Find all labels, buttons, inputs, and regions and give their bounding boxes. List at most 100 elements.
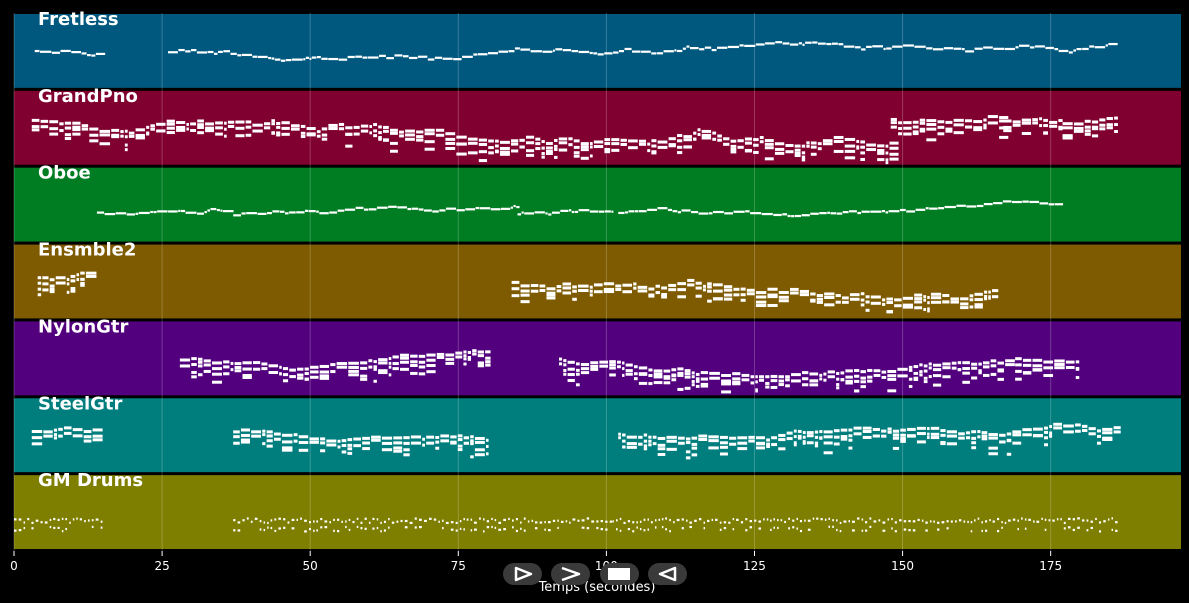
note [589,285,593,289]
note [283,518,286,521]
note [622,439,626,443]
note [765,42,775,45]
note [573,151,580,155]
note [681,527,684,530]
note [1012,433,1022,437]
note [548,213,552,216]
note [289,211,296,214]
note [842,211,849,214]
note [962,361,970,365]
note [233,214,241,217]
note [916,440,926,444]
note [445,146,456,150]
note [43,430,53,434]
note [1032,358,1043,362]
note [1111,517,1114,520]
note [135,212,139,215]
note [886,310,893,314]
note [755,446,765,450]
note [703,521,706,524]
note [691,383,695,387]
note [759,375,765,379]
note [580,367,590,371]
note [915,208,926,211]
note [66,277,70,281]
note [903,132,912,136]
track-background [14,321,1181,396]
note [31,527,34,530]
note [624,47,632,51]
note [424,209,432,212]
note [1053,426,1063,430]
note [223,372,230,376]
note [289,375,296,379]
note [778,375,784,379]
note [763,518,765,521]
note [632,521,635,524]
note [912,132,919,136]
note [1005,363,1015,367]
stop-button[interactable] [600,563,639,585]
note [373,360,377,364]
note [474,437,485,441]
note [814,444,819,448]
note [950,300,959,304]
note [241,53,252,57]
note [573,139,580,143]
note [669,530,671,533]
play-button[interactable] [503,563,542,585]
note [499,140,510,144]
note [1067,517,1071,521]
note [790,291,799,295]
note [400,360,409,364]
note [520,289,530,293]
note [372,527,375,530]
note [887,374,897,378]
note [1032,364,1043,368]
note [1113,430,1121,434]
note [819,212,827,215]
note [928,362,932,366]
note [197,357,203,361]
note [1054,362,1065,366]
note [418,365,426,369]
note [913,365,919,369]
note [626,445,637,449]
note [429,517,432,520]
note [153,210,157,214]
note [433,518,437,521]
note [442,527,444,530]
note [560,520,564,524]
note [70,289,76,293]
note [124,135,128,139]
note [958,436,965,440]
note [362,447,370,451]
note [511,149,519,153]
note [958,519,962,522]
note [802,371,809,375]
note [930,292,942,296]
note [860,303,865,307]
note [409,521,413,524]
note [786,437,793,441]
note [308,210,316,213]
back-button[interactable] [648,563,687,585]
note [271,57,275,60]
note [309,437,319,441]
forward-button[interactable] [551,563,590,585]
note [894,298,902,302]
note [341,444,347,448]
note [1095,517,1097,521]
note [921,519,924,522]
note [739,44,744,47]
note [806,441,814,445]
note [272,210,280,213]
note [563,372,567,376]
note [1073,49,1077,52]
note [403,448,410,452]
note [61,517,64,521]
note [844,137,856,141]
note [360,124,369,128]
note [840,371,845,375]
